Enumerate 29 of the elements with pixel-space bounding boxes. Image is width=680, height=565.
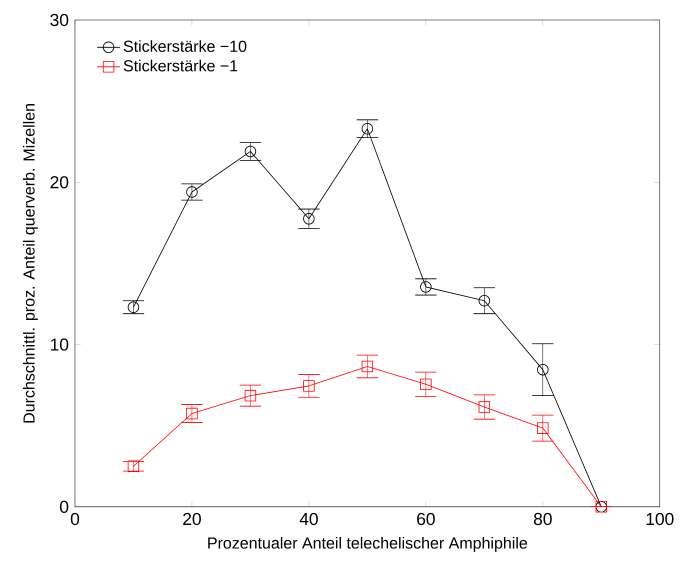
point	[244, 390, 256, 402]
point	[478, 295, 490, 307]
point	[186, 408, 198, 420]
x-tick-label: 0	[70, 512, 80, 526]
point	[303, 213, 315, 225]
y-tick-label: 20	[50, 176, 68, 188]
point	[478, 401, 490, 413]
point	[128, 460, 140, 472]
y-tick-label: 10	[50, 338, 68, 351]
point	[537, 422, 549, 434]
point	[420, 281, 432, 293]
point	[537, 364, 549, 376]
x-tick-label: 100	[646, 512, 674, 526]
legend-label: Stickerstärke −1	[124, 60, 238, 72]
point	[244, 146, 256, 158]
x-tick-label: 60	[417, 512, 435, 526]
point	[362, 123, 374, 135]
x-axis-title: Prozentualer Anteil telechelischer Amphiphile	[208, 537, 528, 552]
point	[303, 380, 315, 392]
point	[362, 360, 374, 372]
x-tick-label: 20	[183, 512, 201, 526]
x-tick-label: 80	[534, 512, 552, 526]
y-axis-title: Durchschnittl. proz. Anteil querverb. Mizellen	[22, 104, 38, 423]
x-tick-label: 40	[300, 512, 318, 526]
point	[420, 378, 432, 390]
y-tick-label: 30	[50, 14, 68, 26]
y-tick-label: 0	[60, 500, 68, 514]
point	[186, 186, 198, 198]
legend-label: Stickerstärke −10	[124, 40, 246, 52]
